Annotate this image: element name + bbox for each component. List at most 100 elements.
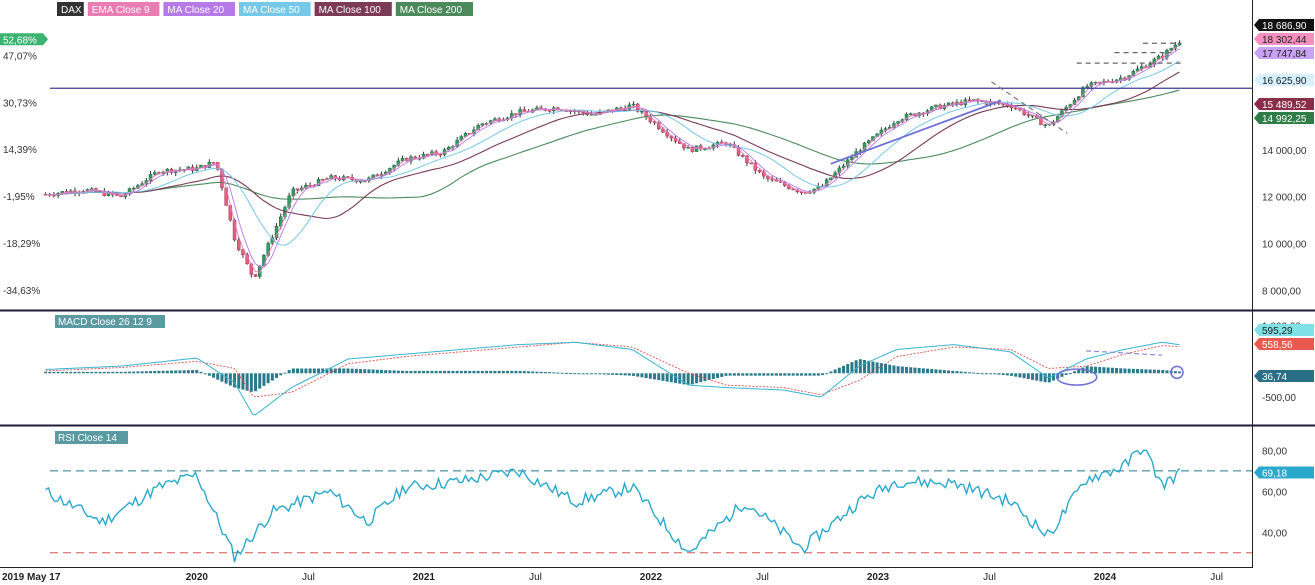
candle-up <box>1085 86 1089 88</box>
macd-histogram-bar <box>1136 369 1140 374</box>
macd-badge-bg <box>1254 338 1314 350</box>
macd-histogram-bar <box>674 373 678 383</box>
macd-histogram-bar <box>480 370 484 374</box>
macd-histogram-bar <box>753 373 757 376</box>
macd-histogram-bar <box>1043 373 1047 383</box>
macd-histogram-bar <box>1110 367 1114 374</box>
macd-histogram-bar <box>136 371 140 374</box>
macd-histogram-bar <box>69 371 73 374</box>
candle-up <box>640 110 644 113</box>
macd-histogram-bar <box>749 373 753 376</box>
macd-histogram-bar <box>161 370 165 374</box>
macd-histogram-bar <box>648 373 652 379</box>
macd-histogram-bar <box>598 373 602 375</box>
macd-histogram-bar <box>569 373 573 375</box>
macd-badge-bg <box>1254 370 1314 382</box>
macd-histogram-bar <box>606 373 610 375</box>
rsi-title-bg <box>55 431 128 444</box>
macd-histogram-bar <box>837 367 841 374</box>
macd-histogram-bar <box>342 368 346 374</box>
macd-histogram-bar <box>938 369 942 374</box>
candle-up <box>829 177 833 180</box>
candle-down <box>682 143 686 149</box>
candle-up <box>400 157 405 162</box>
macd-histogram-bar <box>191 370 195 374</box>
price-badge: 18 686,90 <box>1262 21 1307 32</box>
macd-histogram-bar <box>102 371 106 374</box>
candle-down <box>690 147 695 152</box>
macd-annotation-circle <box>1170 365 1184 380</box>
macd-histogram-bar <box>1165 370 1169 374</box>
price-axis-tick: 14 000,00 <box>1262 146 1307 157</box>
macd-histogram-bar <box>157 370 161 374</box>
macd-histogram-bar <box>909 367 913 374</box>
macd-histogram-bar <box>140 371 144 374</box>
macd-histogram-bar <box>380 369 384 374</box>
macd-histogram-bar <box>1026 373 1030 380</box>
macd-histogram-bar <box>808 373 812 376</box>
candle-down <box>791 188 795 191</box>
macd-histogram-bar <box>346 368 350 374</box>
legend-item-label: EMA Close 9 <box>92 5 150 16</box>
macd-histogram-bar <box>522 371 526 374</box>
macd-histogram-bar <box>119 371 123 374</box>
macd-histogram-bar <box>60 371 64 374</box>
rsi-axis-tick: 40,00 <box>1262 528 1287 539</box>
candle-up <box>480 123 485 126</box>
macd-histogram-bar <box>195 369 199 374</box>
macd-histogram-bar <box>867 360 871 374</box>
price-axis-tick: 10 000,00 <box>1262 239 1307 250</box>
macd-histogram-bar <box>724 373 728 376</box>
percent-badge: 52,68% <box>3 35 37 46</box>
macd-histogram-bar <box>1018 373 1022 378</box>
macd-histogram-bar <box>56 371 60 374</box>
macd-histogram-bar <box>165 370 169 374</box>
macd-histogram-bar <box>573 373 577 375</box>
macd-histogram-bar <box>207 373 211 376</box>
macd-histogram-bar <box>741 373 745 376</box>
rsi-badge-bg <box>1254 466 1314 479</box>
macd-histogram-bar <box>1077 369 1081 374</box>
macd-histogram-bar <box>791 373 795 376</box>
macd-histogram-bar <box>653 373 657 380</box>
macd-histogram-bar <box>833 369 837 374</box>
macd-histogram-bar <box>779 373 783 376</box>
macd-histogram-bar <box>686 373 690 386</box>
x-axis-label: Jul <box>756 572 769 583</box>
x-axis-label: 2022 <box>640 572 663 583</box>
percent-axis-tick: -34,63% <box>3 286 40 297</box>
macd-histogram-bar <box>556 372 560 374</box>
legend-swatch <box>57 2 84 16</box>
price-badge: 14 992,25 <box>1262 114 1307 125</box>
legend-swatch <box>87 2 160 16</box>
macd-annotation-ellipse <box>1055 368 1098 386</box>
macd-histogram-bar <box>81 371 85 374</box>
macd-histogram-bar <box>858 359 862 374</box>
macd-histogram-bar <box>266 373 270 384</box>
macd-histogram-bar <box>48 371 52 374</box>
macd-histogram-bar <box>245 373 249 391</box>
macd-histogram-bar <box>926 368 930 374</box>
candle-down <box>232 219 237 241</box>
macd-histogram-bar <box>485 370 489 374</box>
macd-histogram-bar <box>829 371 833 374</box>
candle-down <box>1026 114 1031 116</box>
macd-histogram-bar <box>325 368 329 374</box>
macd-histogram-bar <box>363 369 367 374</box>
macd-histogram-bar <box>816 373 820 376</box>
legend-swatch <box>395 2 473 16</box>
macd-histogram-bar <box>577 373 581 375</box>
candle-up <box>904 114 909 120</box>
macd-histogram-bar <box>338 368 342 374</box>
macd-histogram-bar <box>73 371 77 374</box>
macd-histogram-bar <box>186 370 190 374</box>
macd-histogram-bar <box>1005 373 1009 376</box>
macd-histogram-bar <box>1089 366 1093 374</box>
macd-histogram-bar <box>892 365 896 374</box>
macd-histogram-bar <box>699 373 703 383</box>
candle-up <box>850 157 854 161</box>
price-badge: 16 625,90 <box>1262 76 1307 87</box>
macd-histogram-bar <box>745 373 749 376</box>
